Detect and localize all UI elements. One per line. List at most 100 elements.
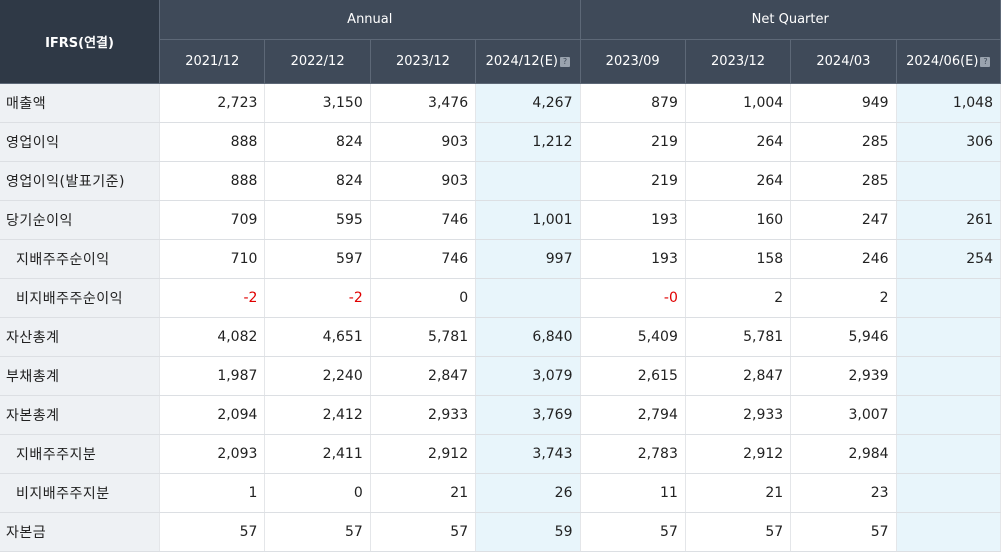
row-label[interactable]: 자본금 — [0, 512, 161, 552]
value-cell: 11 — [580, 473, 686, 513]
value-cell — [475, 161, 581, 201]
value-cell: 879 — [580, 83, 686, 123]
period-header: 2021/12 — [159, 39, 266, 84]
value-cell: 4,651 — [264, 317, 371, 357]
value-cell: 2,094 — [159, 395, 266, 435]
value-cell: 193 — [580, 239, 686, 279]
period-header: 2023/12 — [370, 39, 477, 84]
value-cell: 2,939 — [790, 356, 897, 396]
value-cell: 57 — [685, 512, 792, 552]
value-cell: 5,946 — [790, 317, 897, 357]
help-icon[interactable]: ? — [560, 57, 570, 67]
value-cell: 193 — [580, 200, 686, 240]
row-label[interactable]: 자본총계 — [0, 395, 161, 435]
value-cell: 160 — [685, 200, 792, 240]
value-cell — [896, 317, 1001, 357]
value-cell: 219 — [580, 161, 686, 201]
value-cell: 264 — [685, 161, 792, 201]
period-header-estimate: 2024/06(E)? — [896, 39, 1001, 84]
value-cell: 219 — [580, 122, 686, 162]
value-cell — [896, 512, 1001, 552]
value-cell: -2 — [264, 278, 371, 318]
value-cell: 4,082 — [159, 317, 266, 357]
value-cell: 285 — [790, 122, 897, 162]
row-label[interactable]: 영업이익 — [0, 122, 161, 162]
value-cell: 57 — [580, 512, 686, 552]
value-cell: 2,933 — [685, 395, 792, 435]
net-quarter-header: Net Quarter — [580, 0, 1001, 40]
period-header: 2024/03 — [790, 39, 897, 84]
period-label: 2024/12(E) — [485, 54, 558, 69]
value-cell: 746 — [370, 239, 477, 279]
value-cell: 949 — [790, 83, 897, 123]
value-cell: 5,409 — [580, 317, 686, 357]
value-cell: 1,987 — [159, 356, 266, 396]
period-header: 2022/12 — [264, 39, 371, 84]
period-label: 2024/06(E) — [906, 54, 979, 69]
table-row: 비지배주주순이익 -2 -2 0 -0 2 2 — [0, 278, 1001, 318]
table-row: 자본총계 2,094 2,412 2,933 3,769 2,794 2,933 3,007 — [0, 395, 1001, 435]
row-label[interactable]: 부채총계 — [0, 356, 161, 396]
value-cell: 2,093 — [159, 434, 266, 474]
value-cell: 710 — [159, 239, 266, 279]
row-label[interactable]: 지배주주순이익 — [0, 239, 161, 279]
value-cell: 2,794 — [580, 395, 686, 435]
value-cell — [896, 161, 1001, 201]
value-cell: 2,240 — [264, 356, 371, 396]
row-label[interactable]: 지배주주지분 — [0, 434, 161, 474]
annual-header: Annual — [159, 0, 581, 40]
value-cell: 306 — [896, 122, 1001, 162]
value-cell: 2,723 — [159, 83, 266, 123]
value-cell: 2,412 — [264, 395, 371, 435]
value-cell: -2 — [159, 278, 266, 318]
row-label[interactable]: 당기순이익 — [0, 200, 161, 240]
table-row: 영업이익(발표기준) 888 824 903 219 264 285 — [0, 161, 1001, 201]
value-cell: 1,004 — [685, 83, 792, 123]
value-cell: 26 — [475, 473, 581, 513]
table-row: 당기순이익 709 595 746 1,001 193 160 247 261 — [0, 200, 1001, 240]
value-cell: 903 — [370, 122, 477, 162]
value-cell: 824 — [264, 161, 371, 201]
value-cell: 2,933 — [370, 395, 477, 435]
value-cell: 285 — [790, 161, 897, 201]
table-body: 매출액 2,723 3,150 3,476 4,267 879 1,004 949 1,048 영… — [0, 83, 1001, 552]
value-cell: 2,912 — [685, 434, 792, 474]
value-cell — [896, 356, 1001, 396]
value-cell: 2 — [685, 278, 792, 318]
value-cell: 21 — [685, 473, 792, 513]
row-label[interactable]: 비지배주주지분 — [0, 473, 161, 513]
value-cell: 1 — [159, 473, 266, 513]
value-cell: 1,212 — [475, 122, 581, 162]
value-cell: 5,781 — [685, 317, 792, 357]
row-label[interactable]: 영업이익(발표기준) — [0, 161, 161, 201]
value-cell: 597 — [264, 239, 371, 279]
table-row: 지배주주순이익 710 597 746 997 193 158 246 254 — [0, 239, 1001, 279]
value-cell: 3,150 — [264, 83, 371, 123]
value-cell — [896, 395, 1001, 435]
value-cell: 2,411 — [264, 434, 371, 474]
table-row: 영업이익 888 824 903 1,212 219 264 285 306 — [0, 122, 1001, 162]
value-cell: 2,912 — [370, 434, 477, 474]
value-cell: 3,007 — [790, 395, 897, 435]
value-cell: 57 — [159, 512, 266, 552]
value-cell: 5,781 — [370, 317, 477, 357]
value-cell — [896, 278, 1001, 318]
value-cell: 3,079 — [475, 356, 581, 396]
table-row: 매출액 2,723 3,150 3,476 4,267 879 1,004 949 1,048 — [0, 83, 1001, 123]
row-label[interactable]: 매출액 — [0, 83, 161, 123]
help-icon[interactable]: ? — [980, 57, 991, 67]
value-cell: 57 — [264, 512, 371, 552]
value-cell: 595 — [264, 200, 371, 240]
value-cell: 2,615 — [580, 356, 686, 396]
row-label[interactable]: 자산총계 — [0, 317, 161, 357]
table-row: 자본금 57 57 57 59 57 57 57 — [0, 512, 1001, 552]
value-cell: 824 — [264, 122, 371, 162]
value-cell: 264 — [685, 122, 792, 162]
table-row: 자산총계 4,082 4,651 5,781 6,840 5,409 5,781 5,946 — [0, 317, 1001, 357]
value-cell — [475, 278, 581, 318]
value-cell: 888 — [159, 161, 266, 201]
value-cell: 4,267 — [475, 83, 581, 123]
row-label[interactable]: 비지배주주순이익 — [0, 278, 161, 318]
value-cell: 2,984 — [790, 434, 897, 474]
